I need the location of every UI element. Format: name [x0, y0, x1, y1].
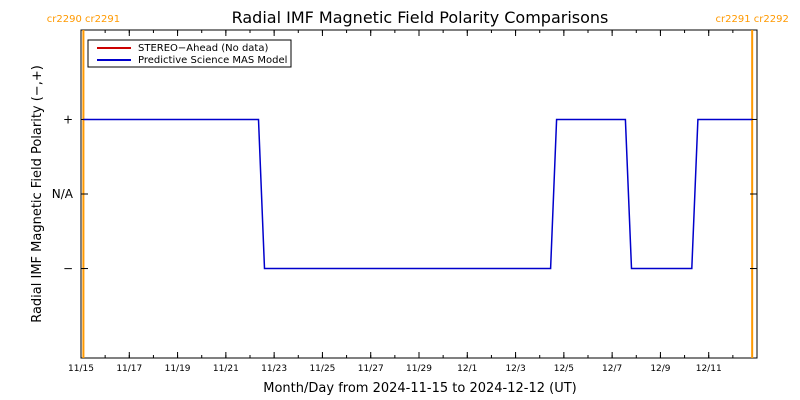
- x-tick-label: 11/21: [213, 364, 239, 374]
- chart-title: Radial IMF Magnetic Field Polarity Compa…: [232, 8, 609, 27]
- x-axis-label: Month/Day from 2024-11-15 to 2024-12-12 …: [263, 381, 576, 396]
- x-tick-label: 12/3: [505, 364, 525, 374]
- x-tick-label: 11/19: [165, 364, 191, 374]
- x-tick-label: 12/7: [602, 364, 622, 374]
- x-tick-label: 11/23: [261, 364, 287, 374]
- series-lines: [83, 118, 753, 270]
- x-axis-ticks: 11/15 11/17 11/19 11/21 11/23 11/25 11/27 11/29…: [68, 30, 758, 374]
- y-axis-label: Radial IMF Magnetic Field Polarity (−,+): [30, 65, 45, 323]
- x-tick-label: 11/27: [358, 364, 384, 374]
- carrington-marker-label: cr2290 cr2291: [47, 14, 120, 25]
- legend-box: [87, 39, 292, 68]
- legend-label-mas-model: Predictive Science MAS Model: [138, 55, 287, 66]
- y-tick-label: −: [63, 262, 73, 276]
- x-tick-label: 11/29: [406, 364, 432, 374]
- series-line-1: [83, 118, 753, 270]
- x-tick-label: 11/17: [116, 364, 142, 374]
- y-axis-ticks: + N/A −: [52, 112, 757, 276]
- x-tick-label: 11/15: [68, 364, 94, 374]
- y-tick-label: N/A: [52, 187, 74, 201]
- carrington-marker-label: cr2291 cr2292: [716, 14, 789, 25]
- legend: STEREO−Ahead (No data) Predictive Scienc…: [87, 39, 292, 68]
- legend-label-stereo: STEREO−Ahead (No data): [138, 43, 268, 54]
- x-tick-label: 12/11: [696, 364, 722, 374]
- x-tick-label: 12/1: [457, 364, 477, 374]
- y-tick-label: +: [63, 112, 73, 126]
- x-tick-label: 11/25: [309, 364, 335, 374]
- x-tick-label: 12/5: [554, 364, 574, 374]
- x-tick-label: 12/9: [650, 364, 670, 374]
- plot-frame: [80, 29, 758, 359]
